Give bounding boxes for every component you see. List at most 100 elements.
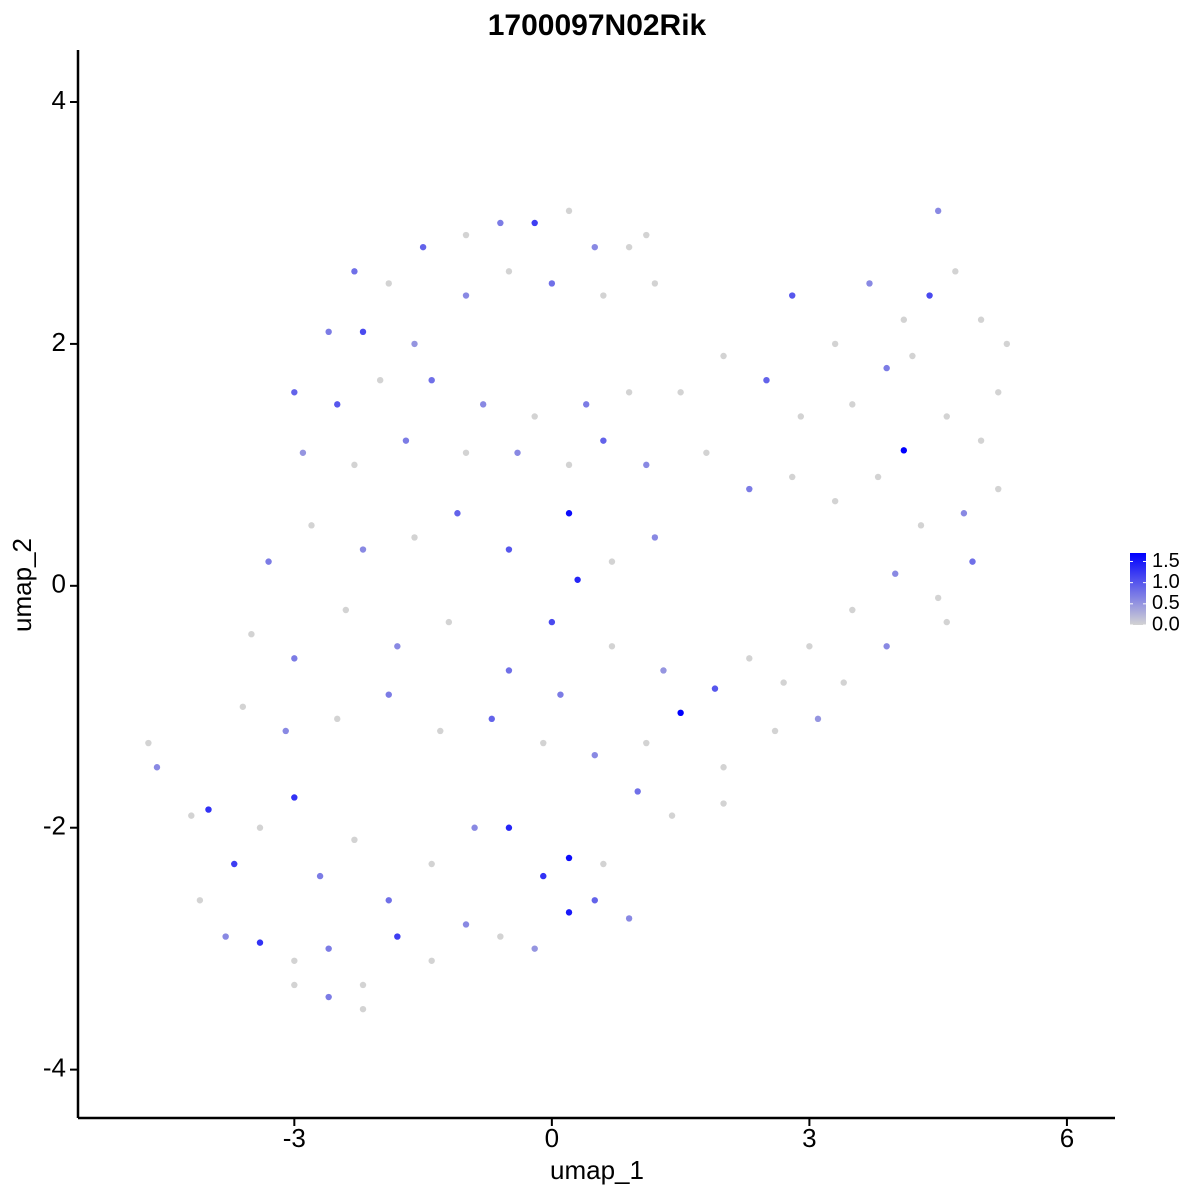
point — [789, 292, 796, 299]
point — [488, 715, 495, 723]
point — [557, 691, 564, 698]
point — [531, 413, 538, 420]
point — [334, 401, 341, 408]
point — [643, 231, 650, 239]
point — [608, 643, 616, 650]
point — [231, 860, 238, 868]
point — [849, 401, 856, 408]
point — [892, 570, 899, 577]
point — [342, 606, 350, 614]
point — [462, 292, 470, 299]
chart-title: 1700097N02Rik — [488, 9, 707, 42]
point — [565, 909, 573, 916]
point — [256, 824, 264, 831]
point — [334, 715, 341, 723]
point — [445, 618, 453, 626]
point — [471, 824, 478, 831]
point — [462, 921, 470, 928]
point — [720, 800, 727, 807]
point — [995, 389, 1002, 396]
point — [428, 957, 435, 964]
point — [600, 860, 607, 868]
x-tick-label: 6 — [1060, 1123, 1074, 1153]
point — [625, 389, 633, 396]
point — [462, 231, 470, 239]
point — [505, 268, 513, 275]
point — [789, 473, 796, 481]
point — [153, 764, 161, 771]
point — [505, 824, 513, 831]
point — [565, 207, 573, 215]
point — [402, 437, 410, 444]
point — [917, 522, 925, 529]
point — [677, 389, 684, 396]
point — [909, 352, 916, 360]
point — [359, 1005, 367, 1013]
point — [205, 806, 212, 813]
point — [874, 473, 882, 481]
point — [651, 280, 659, 287]
point — [969, 558, 976, 565]
point — [325, 945, 332, 952]
x-tick-label: -3 — [283, 1123, 306, 1153]
y-tick-label: -4 — [43, 1052, 66, 1082]
point — [608, 558, 616, 565]
point — [591, 243, 598, 251]
point — [771, 727, 779, 735]
point — [883, 364, 890, 372]
point — [831, 497, 839, 505]
point — [291, 981, 298, 989]
point — [291, 655, 298, 662]
point — [505, 546, 513, 553]
point — [222, 933, 229, 940]
point — [291, 389, 298, 396]
point — [419, 243, 427, 251]
point — [934, 594, 942, 602]
point — [625, 915, 633, 922]
point — [540, 872, 547, 880]
point — [411, 340, 418, 348]
point — [720, 764, 727, 771]
point — [746, 485, 753, 493]
point — [900, 447, 908, 454]
point — [359, 981, 367, 989]
point — [565, 510, 573, 517]
point — [960, 510, 968, 517]
point — [934, 207, 942, 215]
point — [505, 667, 513, 674]
y-tick-label: 0 — [52, 569, 66, 599]
point — [497, 933, 504, 940]
point — [308, 522, 315, 529]
point — [394, 643, 401, 650]
point — [591, 897, 598, 904]
legend-tick-label: 0.5 — [1152, 592, 1180, 614]
point — [351, 268, 358, 275]
point — [780, 679, 787, 686]
point — [668, 812, 676, 819]
point — [977, 437, 985, 444]
point — [643, 461, 650, 469]
point — [145, 739, 152, 747]
point — [531, 219, 538, 227]
point — [325, 328, 332, 336]
point — [943, 413, 950, 420]
point — [746, 655, 753, 662]
point — [660, 667, 667, 674]
point — [806, 643, 813, 650]
point — [600, 292, 607, 299]
point — [900, 316, 908, 323]
point — [952, 268, 959, 275]
point — [359, 546, 367, 553]
point — [565, 461, 573, 469]
x-axis-label: umap_1 — [550, 1155, 644, 1185]
point — [995, 485, 1002, 493]
point — [582, 401, 590, 408]
point — [926, 292, 933, 299]
point — [797, 413, 805, 420]
point — [385, 280, 392, 287]
point — [514, 449, 521, 456]
point — [977, 316, 985, 323]
y-tick-label: -2 — [43, 811, 66, 841]
legend-tick-label: 1.0 — [1152, 571, 1180, 593]
